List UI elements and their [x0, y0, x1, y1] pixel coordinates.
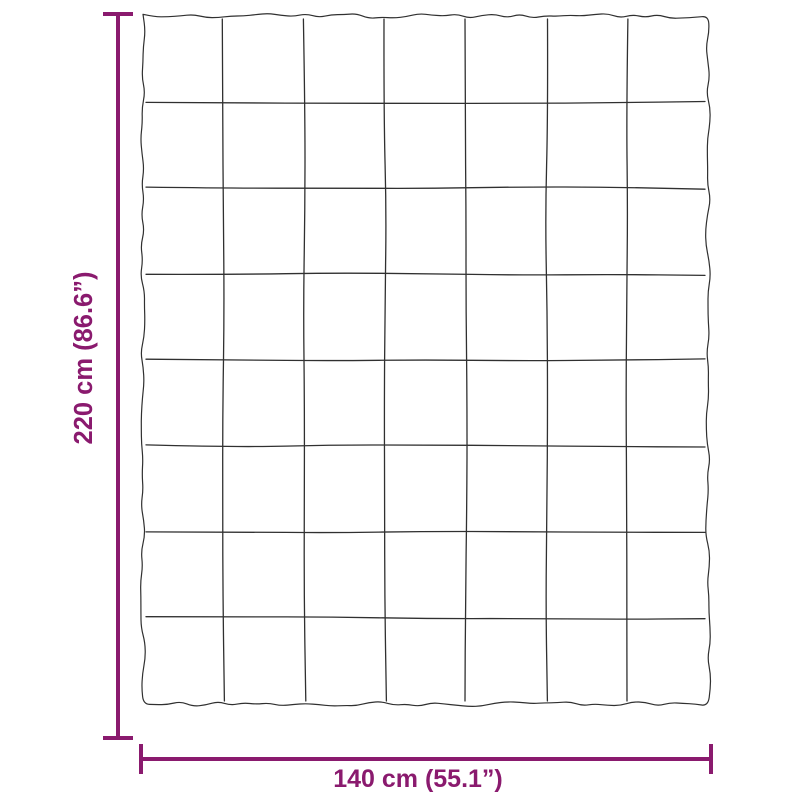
svg-text:140 cm (55.1”): 140 cm (55.1”): [333, 765, 503, 793]
svg-text:220 cm (86.6”): 220 cm (86.6”): [70, 272, 98, 445]
